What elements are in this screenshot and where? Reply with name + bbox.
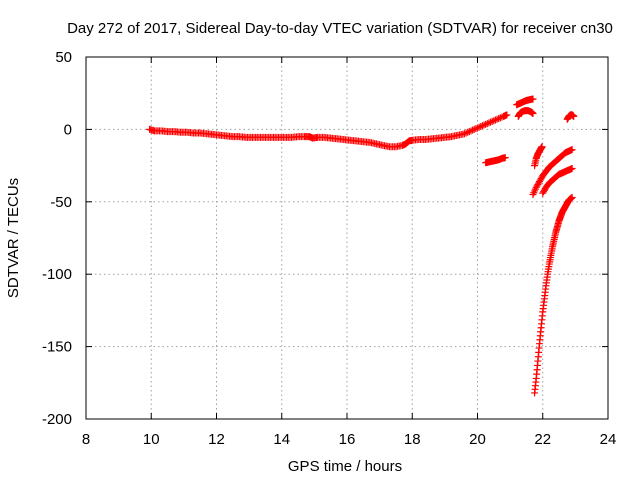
data-point xyxy=(501,154,509,162)
data-point xyxy=(480,121,488,129)
data-point xyxy=(474,124,481,132)
data-point xyxy=(487,118,495,126)
data-point xyxy=(470,125,478,133)
x-tick-label: 14 xyxy=(273,431,290,448)
chart-title: Day 272 of 2017, Sidereal Day-to-day VTE… xyxy=(67,20,613,37)
y-tick-label: 0 xyxy=(64,121,72,138)
x-tick-label: 10 xyxy=(143,431,160,448)
data-point xyxy=(482,120,490,128)
data-point xyxy=(485,119,493,127)
series-segment-5 xyxy=(531,143,546,170)
series-segment-3 xyxy=(514,107,537,120)
x-tick-label: 8 xyxy=(82,431,90,448)
data-point xyxy=(495,115,503,123)
data-point xyxy=(490,117,498,125)
data-point xyxy=(465,128,473,136)
data-point xyxy=(472,125,480,133)
data-point xyxy=(568,193,576,201)
data-point xyxy=(469,126,477,134)
data-point xyxy=(464,128,472,136)
series-segment-4 xyxy=(513,95,537,109)
y-tick-label: -150 xyxy=(42,339,72,356)
data-point xyxy=(529,95,537,103)
y-tick-label: -50 xyxy=(50,194,72,211)
data-point xyxy=(462,129,470,137)
data-point xyxy=(477,123,485,131)
ticks-layer: 8 10 12 14 16 18 20 22 24 -200 -150 -100 -50 0 50 xyxy=(42,49,616,448)
x-tick-label: 24 xyxy=(600,431,617,448)
series-main-arc xyxy=(146,111,511,151)
y-tick-label: 50 xyxy=(55,49,72,66)
series-deep-arc xyxy=(531,193,576,397)
series-segment-7 xyxy=(539,164,576,197)
data-point xyxy=(493,115,501,123)
data-point xyxy=(570,112,578,120)
x-tick-label: 20 xyxy=(469,431,486,448)
series-segment-8 xyxy=(563,111,578,123)
data-point xyxy=(475,123,483,131)
data-point xyxy=(491,116,499,124)
marks-layer xyxy=(146,95,578,397)
x-tick-label: 16 xyxy=(339,431,356,448)
data-point xyxy=(529,109,537,117)
x-tick-label: 22 xyxy=(534,431,551,448)
data-point xyxy=(496,114,504,122)
data-point xyxy=(488,117,496,125)
series-segment-2 xyxy=(482,154,509,167)
data-point xyxy=(538,143,546,151)
y-tick-label: -200 xyxy=(42,411,72,428)
data-point xyxy=(478,122,486,130)
data-point xyxy=(483,120,491,128)
x-tick-label: 18 xyxy=(404,431,421,448)
data-point xyxy=(503,111,511,119)
series-segment-6 xyxy=(529,146,576,199)
data-point xyxy=(568,146,576,154)
y-axis-label: SDTVAR / TECUs xyxy=(5,178,22,298)
x-tick-label: 12 xyxy=(208,431,225,448)
data-point xyxy=(460,130,468,138)
y-tick-label: -100 xyxy=(42,266,72,283)
data-point xyxy=(467,127,475,135)
grid-layer xyxy=(86,57,608,419)
x-axis-label: GPS time / hours xyxy=(288,458,402,475)
data-point xyxy=(568,164,576,172)
